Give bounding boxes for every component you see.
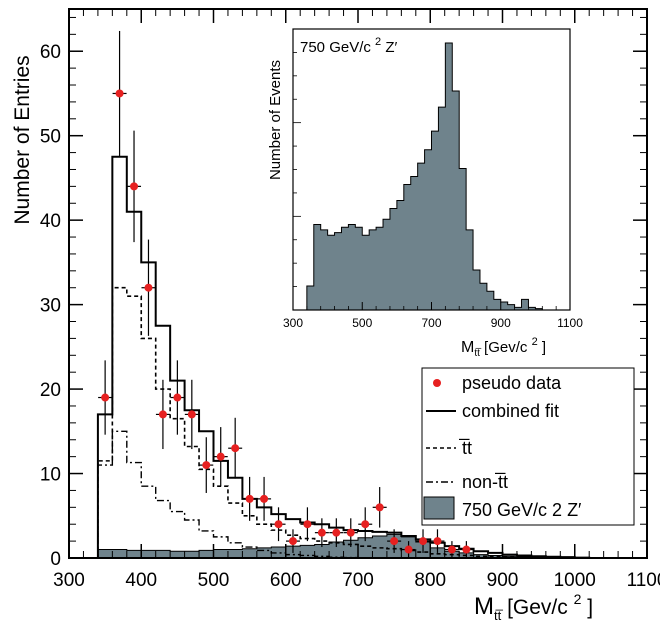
inset-title-end: Z′ (381, 39, 397, 56)
x-tick-label: 300 (53, 570, 85, 591)
x-axis-label-main: M (474, 593, 494, 620)
data-point (375, 503, 384, 512)
x-axis-label-sub: tt̅ (494, 608, 503, 623)
legend: pseudo data combined fit t̅t non-t̅t 750… (421, 367, 635, 526)
x-axis-label: Mtt̅ [Gev/c 2 ] (474, 591, 593, 623)
inset-x-label-unit: [Gev/c (480, 339, 532, 356)
data-point (173, 393, 182, 402)
main-axis-ticks (68, 9, 648, 559)
data-point (216, 452, 225, 461)
legend-box (421, 367, 635, 526)
inset-x-tick-label: 700 (421, 316, 441, 330)
x-tick-label: 1100 (627, 570, 660, 591)
inset-plot: 300 500 700 900 1100 750 GeV/c 2 Z′ Number o… (267, 28, 583, 359)
inset-x-tick-label: 500 (352, 316, 372, 330)
inset-x-axis-label: Mtt̅ [Gev/c 2 ] (461, 336, 546, 359)
inset-x-label-sub: tt̅ (474, 347, 481, 359)
x-tick-label: 700 (342, 570, 374, 591)
legend-marker-pseudo-data (433, 379, 441, 387)
inset-title-main: 750 GeV/c (300, 39, 375, 56)
x-axis-label-unit: [Gev/c (501, 596, 573, 619)
data-point (231, 444, 240, 453)
main-tick-labels: 300 400 500 600 700 800 900 1000 1100 0 10 20 30 40 50… (40, 42, 660, 591)
data-point (288, 537, 297, 546)
data-point (433, 537, 442, 546)
y-tick-label: 50 (40, 127, 61, 148)
data-point (115, 89, 124, 98)
inset-title-sup: 2 (375, 36, 381, 48)
inset-x-tick-label: 1100 (557, 316, 583, 330)
inset-axis-ticks (292, 28, 571, 311)
x-axis-label-sup: 2 (574, 591, 582, 607)
inset-tick-labels: 300 500 700 900 1100 (283, 316, 583, 330)
data-point (332, 528, 341, 537)
data-point (303, 520, 312, 529)
inset-x-label-close: ] (538, 339, 546, 356)
x-axis-label-close: ] (581, 596, 593, 619)
legend-label-ttbar: t̅t (458, 438, 472, 458)
data-point (260, 494, 269, 503)
y-tick-label: 40 (40, 211, 61, 232)
data-point (101, 393, 110, 402)
data-point (361, 520, 370, 529)
inset-histogram (306, 42, 543, 311)
data-point (404, 545, 413, 554)
data-point (245, 494, 254, 503)
data-point (447, 545, 456, 554)
x-tick-label: 800 (414, 570, 446, 591)
x-tick-label: 1000 (554, 570, 596, 591)
inset-x-label-sup: 2 (532, 336, 538, 348)
zprime-histogram (97, 533, 590, 559)
inset-x-tick-label: 900 (491, 316, 511, 330)
y-tick-label: 20 (40, 380, 61, 401)
data-point (390, 537, 399, 546)
legend-label-pseudo-data: pseudo data (462, 373, 562, 393)
data-point (274, 520, 283, 529)
data-point (317, 528, 326, 537)
zprime-filled-histogram (97, 533, 590, 559)
data-point (187, 410, 196, 419)
y-tick-label: 60 (40, 42, 61, 63)
legend-label-combined-fit: combined fit (462, 401, 559, 421)
y-axis-label: Number of Entries (11, 55, 34, 224)
inset-x-label-main: M (461, 339, 474, 356)
inset-y-axis-label: Number of Events (267, 60, 284, 180)
x-tick-label: 500 (198, 570, 230, 591)
y-tick-label: 0 (50, 549, 61, 570)
legend-swatch-zprime (423, 496, 455, 520)
y-tick-label: 30 (40, 296, 61, 317)
data-point (419, 537, 428, 546)
x-tick-label: 400 (125, 570, 157, 591)
data-point (130, 182, 139, 191)
legend-label-zprime: 750 GeV/c 2 Z′ (462, 500, 582, 520)
inset-zprime-histogram (306, 42, 543, 311)
pseudo-data-points (98, 30, 474, 558)
x-tick-label: 600 (270, 570, 302, 591)
data-point (202, 461, 211, 470)
y-tick-label: 10 (40, 465, 61, 486)
data-point (158, 410, 167, 419)
inset-title: 750 GeV/c 2 Z′ (300, 36, 398, 56)
inset-x-tick-label: 300 (283, 316, 303, 330)
data-point (144, 283, 153, 292)
data-point (462, 545, 471, 554)
legend-label-non-ttbar: non-t̅t (462, 472, 508, 492)
data-point (346, 528, 355, 537)
x-tick-label: 900 (487, 570, 519, 591)
